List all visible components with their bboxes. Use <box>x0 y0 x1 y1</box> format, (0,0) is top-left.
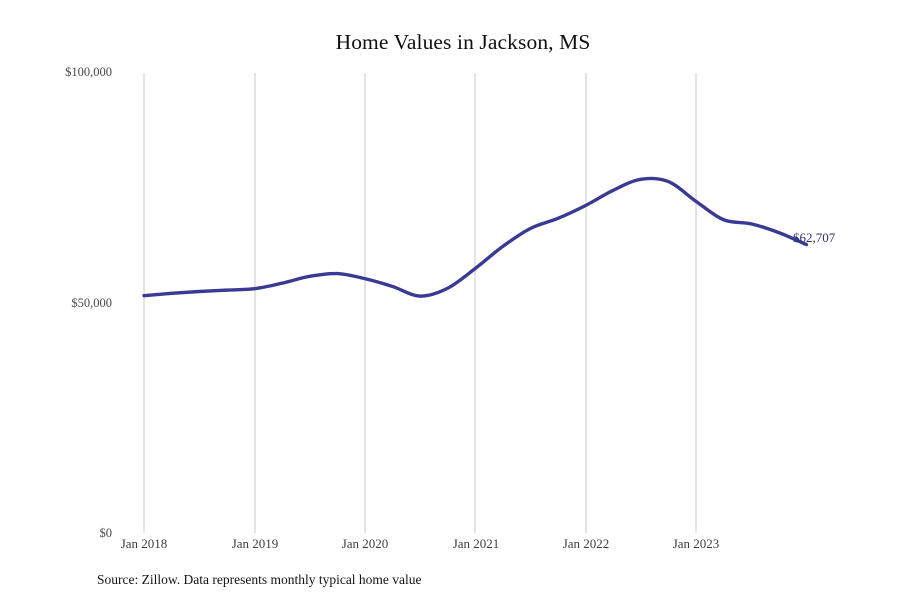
x-axis-tick-jan-2020: Jan 2020 <box>341 536 389 551</box>
end-value-annotation: $62,707 <box>793 230 836 245</box>
x-axis-tick-jan-2023: Jan 2023 <box>672 536 720 551</box>
x-axis-tick-jan-2019: Jan 2019 <box>231 536 279 551</box>
x-axis-tick-jan-2018: Jan 2018 <box>120 536 168 551</box>
chart-title: Home Values in Jackson, MS <box>335 30 591 54</box>
x-axis-tick-jan-2022: Jan 2022 <box>562 536 610 551</box>
y-axis-tick-50000: $50,000 <box>71 296 112 310</box>
source-note: Source: Zillow. Data represents monthly … <box>97 572 422 587</box>
gridlines-group <box>143 73 697 533</box>
data-series-line <box>142 176 809 298</box>
y-axis-tick-100000: $100,000 <box>65 65 112 79</box>
x-axis-tick-jan-2021: Jan 2021 <box>452 536 500 551</box>
y-axis-tick-0: $0 <box>99 526 113 540</box>
